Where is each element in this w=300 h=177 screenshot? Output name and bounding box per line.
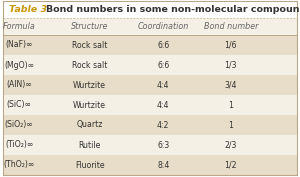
Bar [3,0,297,18]
Text: Coordination: Coordination [137,22,189,31]
Text: Formula: Formula [3,22,35,31]
Text: 1/6: 1/6 [225,41,237,50]
Bar [3,75,297,95]
Text: Bond numbers in some non-molecular compounds: Bond numbers in some non-molecular compo… [46,4,300,13]
Text: (TiO₂)∞: (TiO₂)∞ [5,141,33,150]
Text: 4:4: 4:4 [157,101,169,110]
Text: (ThO₂)∞: (ThO₂)∞ [4,161,35,170]
Text: 1: 1 [228,101,233,110]
Text: 1: 1 [228,121,233,130]
Text: 8:4: 8:4 [157,161,169,170]
Text: (MgO)∞: (MgO)∞ [4,61,34,70]
Text: 6:6: 6:6 [157,61,170,70]
Bar [3,55,297,75]
Text: 4:2: 4:2 [157,121,169,130]
Text: Structure: Structure [71,22,108,31]
Text: Rock salt: Rock salt [72,41,107,50]
Bar [3,115,297,135]
Text: Wurtzite: Wurtzite [73,81,106,90]
Text: 1/3: 1/3 [225,61,237,70]
Text: 2/3: 2/3 [225,141,237,150]
Text: Quartz: Quartz [76,121,103,130]
Text: (SiC)∞: (SiC)∞ [7,101,32,110]
Text: (AlN)∞: (AlN)∞ [6,81,32,90]
Bar [3,35,297,55]
Text: (SiO₂)∞: (SiO₂)∞ [5,121,34,130]
Text: Table 3: Table 3 [9,4,47,13]
Text: 6:6: 6:6 [157,41,170,50]
Text: Fluorite: Fluorite [75,161,104,170]
Text: 3/4: 3/4 [225,81,237,90]
Text: Wurtzite: Wurtzite [73,101,106,110]
Text: Rutile: Rutile [79,141,101,150]
Text: 1/2: 1/2 [225,161,237,170]
Text: 4:4: 4:4 [157,81,169,90]
Bar [3,95,297,115]
Text: 6:3: 6:3 [157,141,170,150]
Text: Bond number: Bond number [204,22,258,31]
Text: Rock salt: Rock salt [72,61,107,70]
Bar [3,18,297,35]
Text: (NaF)∞: (NaF)∞ [5,41,33,50]
Bar [3,135,297,155]
Bar [3,155,297,175]
